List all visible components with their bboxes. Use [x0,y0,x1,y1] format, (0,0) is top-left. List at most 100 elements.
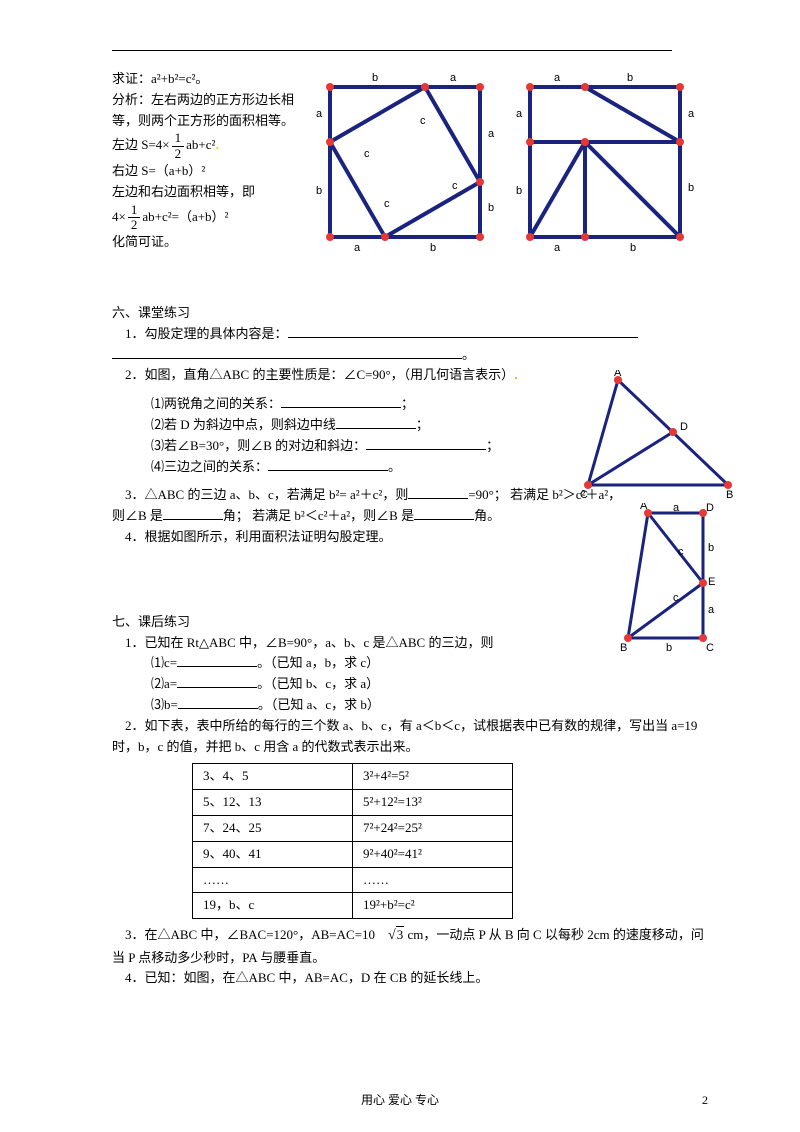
table-cell: 3²+4²=5² [353,764,513,790]
proof-line5: 左边和右边面积相等，即 [112,182,312,203]
denominator: 2 [128,218,141,232]
dot-marker: . [514,367,517,382]
label-b: b [516,185,522,197]
table-row: 19，b、c19²+b²=c² [193,893,513,919]
table-cell: 7、24、25 [193,815,353,841]
label-a: a [516,108,523,120]
label-b: b [488,202,494,214]
text: 3．在△ABC 中，∠BAC=120°，AB=AC=10 [125,927,375,942]
label-a: a [488,128,495,140]
label-c: c [673,592,679,604]
label-A: A [614,370,622,379]
text: ⑵若 D 为斜边中点，则斜边中线 [151,417,336,432]
label-c: c [678,546,684,558]
label-b: b [372,72,378,84]
text: 4× [112,208,126,223]
table-cell: 9²+40²=41² [353,841,513,867]
label-a: a [316,108,323,120]
sec7-q3: 3．在△ABC 中，∠BAC=120°，AB=AC=103 cm，一动点 P 从… [112,925,708,968]
text: 1．勾股定理的具体内容是： [125,326,288,341]
blank [268,458,388,471]
sec7-q2: 2．如下表，表中所给的每行的三个数 a、b、c，有 a＜b＜c，试根据表中已有数… [112,716,708,758]
text: 。 [388,459,401,474]
label-b: b [688,182,694,194]
figure-trapezoid: A D a b c E c a B b C [618,503,738,653]
sec7-q4: 4．已知：如图，在△ABC 中，AB=AC，D 在 CB 的延长线上。 [112,968,708,989]
table-cell: 9、40、41 [193,841,353,867]
blank [408,486,468,499]
text: ⑶b= [151,697,178,712]
text: 左边 S=4× [112,137,170,152]
text: 3．△ABC 的三边 a、b、c，若满足 b²= a²＋c²，则 [125,487,408,502]
table-cell: …… [353,867,513,893]
dot-marker: . [215,137,218,152]
table-cell: 3、4、5 [193,764,353,790]
blank [288,325,638,338]
table-cell: 5²+12²=13² [353,790,513,816]
proof-line2: 分析：左右两边的正方形边长相等，则两个正方形的面积相等。 [112,90,312,132]
blank [177,654,257,667]
table-row: ………… [193,867,513,893]
label-C: C [706,642,714,653]
table-cell: …… [193,867,353,893]
label-b: b [316,185,322,197]
label-a: a [673,503,680,514]
footer: 用心 爱心 专心 [0,1091,800,1110]
sec7-q1-3: ⑶b= 。（已知 a、c，求 b） [112,695,708,716]
fraction: 12 [128,203,141,233]
figure-square-partition: a b a b b a b a [512,69,697,254]
proof-section: b a a b b a b a c c c c a b a b [112,69,708,299]
text: ⑴两锐角之间的关系： [151,396,281,411]
label-a: a [554,242,561,254]
text: 。（已知 a、c，求 b） [258,697,380,712]
label-a: a [708,604,715,616]
label-c: c [420,115,426,127]
header-rule [112,50,672,51]
label-b: b [666,642,672,653]
text: 。（已知 a，b，求 c） [257,655,379,670]
label-b: b [430,242,436,254]
proof-line1: 求证：a²+b²=c²。 [112,69,312,90]
label-D: D [706,503,714,514]
text: 则∠B 是 [112,508,163,523]
table-cell: 19²+b²=c² [353,893,513,919]
text: ； [486,438,499,453]
sec6-title: 六、课堂练习 [112,303,708,324]
proof-line3: 左边 S=4×12ab+c². [112,131,312,161]
blank [178,696,258,709]
blank [281,395,401,408]
label-B: B [620,642,627,653]
label-c: c [384,198,390,210]
blank [177,675,257,688]
text: 角； 若满足 b²＜c²＋a²，则∠B 是 [223,508,414,523]
blank [163,507,223,520]
sec7-q1-2: ⑵a=。（已知 b、c，求 a） [112,674,708,695]
table-cell: 19，b、c [193,893,353,919]
label-c: c [452,180,458,192]
denominator: 2 [172,147,185,161]
figure-triangle-abcd: A D C B [578,370,738,500]
text: ； [401,396,414,411]
proof-line4: 右边 S=（a+b）² [112,161,312,182]
page-number: 2 [702,1091,708,1110]
table-cell: 5、12、13 [193,790,353,816]
label-c: c [364,148,370,160]
figure-square-tilted: b a a b b a b a c c c c [312,69,497,254]
radicand: 3 [396,926,405,942]
text: 。 [462,347,475,362]
sqrt: 3 [375,925,404,947]
section-6: 六、课堂练习 1．勾股定理的具体内容是： 。 2．如图，直角△ABC 的主要性质… [112,303,708,608]
section-7: 七、课后练习 1．已知在 Rt△ABC 中，∠B=90°，a、b、c 是△ABC… [112,612,708,989]
text: 角。 [474,508,500,523]
text: 2．如图，直角△ABC 的主要性质是：∠C=90°，（用几何语言表示） [125,367,514,382]
numerator: 1 [172,131,185,146]
label-D: D [680,421,688,433]
blank [366,437,486,450]
text: ⑴c= [151,655,177,670]
text: ⑵a= [151,676,177,691]
label-b: b [630,242,636,254]
label-B: B [726,489,733,500]
table-row: 9、40、419²+40²=41² [193,841,513,867]
text: ⑷三边之间的关系： [151,459,268,474]
numerator: 1 [128,203,141,218]
